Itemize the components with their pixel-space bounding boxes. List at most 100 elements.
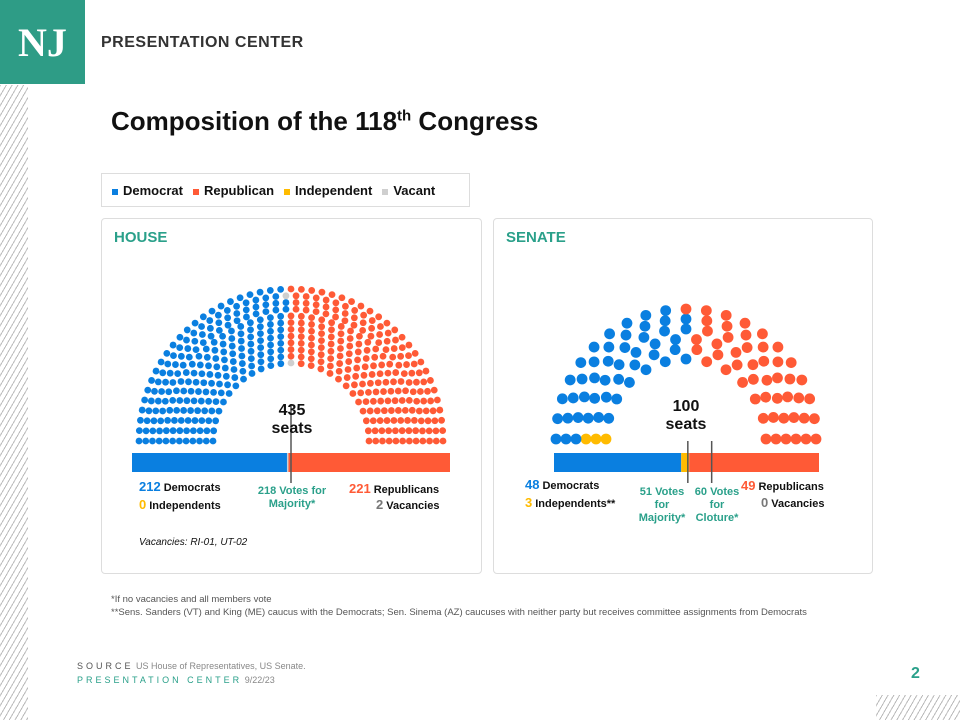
footnotes: *If no vacancies and all members vote **S…: [111, 594, 807, 618]
seat-dot-democrats: [210, 388, 217, 396]
seat-dot-republicans: [332, 313, 339, 321]
seat-dot-democrats: [603, 412, 615, 424]
seat-dot-republicans: [410, 360, 418, 368]
seat-dot-democrats: [145, 407, 153, 415]
seat-dot-democrats: [599, 374, 611, 386]
seat-dot-republicans: [349, 390, 357, 397]
seat-dot-republicans: [427, 397, 435, 405]
seat-dot-republicans: [365, 388, 372, 396]
seat-dot-democrats: [212, 398, 220, 406]
seat-dot-republicans: [322, 303, 330, 311]
seat-dot-democrats: [243, 313, 250, 321]
seat-dot-republicans: [720, 309, 732, 321]
seat-dot-democrats: [639, 320, 651, 332]
seat-dot-democrats: [217, 389, 225, 397]
seat-dot-republicans: [720, 364, 732, 376]
seat-dot-democrats: [552, 413, 564, 425]
seat-dot-republicans: [383, 417, 391, 424]
seat-dot-republicans: [419, 437, 427, 445]
seat-dot-republicans: [328, 319, 336, 327]
seat-dot-democrats: [185, 353, 193, 361]
seat-dot-republicans: [350, 321, 358, 329]
seat-dot-republicans: [297, 312, 305, 320]
seat-dot-democrats: [195, 388, 202, 395]
seat-dot-democrats: [246, 319, 254, 327]
seat-dot-republicans: [427, 377, 434, 384]
house-chart: [132, 285, 450, 483]
seat-dot-republicans: [401, 406, 409, 414]
seat-dot-republicans: [332, 306, 340, 314]
seat-dot-democrats: [202, 345, 210, 353]
seat-dot-republicans: [337, 337, 345, 345]
seat-dot-republicans: [395, 361, 403, 369]
seat-dot-republicans: [408, 406, 416, 414]
seat-dot-democrats: [191, 319, 199, 327]
seat-dot-democrats: [215, 326, 223, 334]
seat-dot-republicans: [368, 317, 376, 324]
seat-dot-democrats: [267, 334, 274, 342]
seat-dot-republicans: [292, 292, 300, 300]
seat-dot-democrats: [152, 367, 160, 375]
seat-dot-republicans: [351, 307, 359, 314]
seat-dot-democrats: [247, 333, 255, 341]
seat-dot-republicans: [387, 387, 395, 395]
seat-dot-democrats: [603, 341, 615, 353]
seat-dot-republicans: [390, 345, 398, 352]
seat-dot-republicans: [390, 378, 397, 386]
seat-dot-republicans: [711, 338, 723, 350]
seat-dot-republicans: [372, 388, 380, 396]
nj-logo: NJ: [0, 0, 85, 84]
seat-dot-republicans: [433, 396, 441, 404]
seat-dot-republicans: [382, 378, 390, 386]
house-vac-label: 2 Vacancies: [376, 497, 440, 512]
seat-dot-democrats: [582, 412, 594, 424]
seat-dot-democrats: [147, 397, 155, 405]
seat-dot-republicans: [701, 356, 713, 368]
seat-dot-democrats: [680, 353, 692, 365]
seat-dot-democrats: [272, 293, 280, 300]
seat-dot-democrats: [222, 372, 230, 380]
legend-item-republican: Republican: [192, 183, 274, 198]
seat-dot-republicans: [360, 371, 368, 379]
seat-dot-democrats: [649, 338, 661, 350]
seat-dot-republicans: [308, 321, 315, 328]
seat-dot-republicans: [322, 310, 330, 318]
seat-dot-democrats: [176, 344, 184, 352]
seat-dot-republicans: [297, 319, 305, 327]
seat-dot-republicans: [375, 313, 383, 321]
bar-segment-republicans: [288, 453, 450, 472]
seat-dot-democrats: [272, 306, 280, 314]
seat-dot-democrats: [206, 317, 214, 324]
seat-dot-republicans: [784, 373, 796, 385]
seat-dot-democrats: [149, 437, 156, 445]
seat-dot-democrats: [239, 367, 247, 375]
seat-dot-republicans: [712, 349, 724, 361]
seat-dot-democrats: [220, 398, 227, 406]
seat-dot-republicans: [384, 397, 392, 405]
house-ind-label: 0 Independents: [139, 497, 221, 512]
senate-total: 100 seats: [665, 398, 707, 433]
seat-dot-democrats: [162, 378, 169, 386]
seat-dot-republicans: [404, 417, 411, 424]
seat-dot-republicans: [722, 331, 734, 343]
decorative-hatch-right: [876, 695, 960, 720]
seat-dot-republicans: [360, 311, 368, 319]
seat-dot-republicans: [778, 412, 790, 424]
seat-dot-democrats: [589, 372, 600, 384]
seat-dot-democrats: [257, 358, 265, 366]
seat-dot-democrats: [257, 337, 264, 345]
seat-dot-republicans: [359, 319, 367, 327]
seat-dot-republicans: [376, 331, 384, 338]
seat-dot-republicans: [287, 352, 295, 360]
seat-dot-democrats: [162, 427, 170, 435]
seat-dot-republicans: [384, 369, 392, 377]
seat-dot-republicans: [287, 346, 295, 353]
seat-dot-republicans: [350, 314, 358, 322]
senate-chart: [550, 303, 822, 483]
seat-dot-democrats: [267, 355, 275, 363]
seat-dot-democrats: [152, 407, 160, 415]
seat-dot-democrats: [236, 294, 244, 302]
senate-cloture-label: 60 Votes for Cloture*: [694, 486, 740, 524]
seat-dot-independents: [590, 433, 602, 445]
seat-dot-democrats: [578, 391, 590, 403]
